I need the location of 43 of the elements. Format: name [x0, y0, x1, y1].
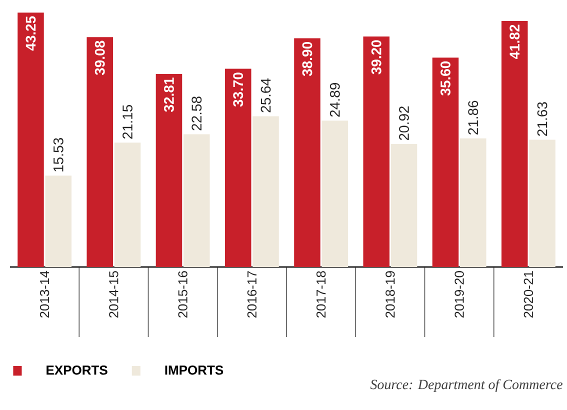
- x-tick-label: 2020-21: [524, 271, 534, 318]
- bar: [529, 140, 556, 267]
- data-label: 33.70: [233, 72, 244, 107]
- data-label: 43.25: [26, 16, 36, 51]
- data-label: 21.63: [537, 102, 548, 136]
- x-tick-label: 2019-20: [454, 271, 464, 318]
- bar: [252, 116, 279, 267]
- data-label: 25.64: [260, 78, 271, 112]
- bar: [184, 134, 210, 267]
- data-label: 20.92: [399, 106, 409, 140]
- data-label: 32.81: [164, 78, 174, 112]
- x-tick-label: 2015-16: [178, 271, 188, 318]
- bar: [86, 37, 113, 267]
- x-tick-label: 2013-14: [40, 270, 50, 318]
- data-label: 38.90: [302, 42, 312, 76]
- bar: [322, 120, 348, 267]
- bar: [45, 176, 72, 267]
- data-label: 22.58: [192, 96, 202, 130]
- bar: [390, 144, 418, 267]
- bar: [460, 138, 486, 267]
- bar: [224, 68, 252, 267]
- bar: [18, 12, 44, 267]
- source-note: Source: Department of Commerce: [370, 379, 562, 392]
- bar: [501, 21, 528, 267]
- bar: [114, 142, 141, 267]
- data-label: 39.20: [371, 40, 382, 74]
- bar: [294, 38, 320, 267]
- bar: [363, 36, 390, 267]
- data-label: 41.82: [510, 24, 520, 60]
- legend-label: EXPORTS: [46, 366, 108, 375]
- x-tick-label: 2016-17: [247, 271, 257, 318]
- data-label: 21.86: [468, 100, 478, 135]
- legend-label: IMPORTS: [165, 366, 224, 375]
- bar: [432, 58, 459, 267]
- data-label: 24.89: [330, 83, 340, 117]
- data-label: 35.60: [440, 61, 450, 96]
- x-tick-label: 2017-18: [316, 271, 326, 318]
- x-tick-label: 2018-19: [386, 271, 395, 318]
- data-label: 15.53: [53, 138, 64, 172]
- x-tick-label: 2014-15: [109, 271, 118, 318]
- data-label: 21.15: [122, 104, 132, 139]
- bar: [156, 74, 182, 267]
- data-label: 39.08: [94, 40, 105, 76]
